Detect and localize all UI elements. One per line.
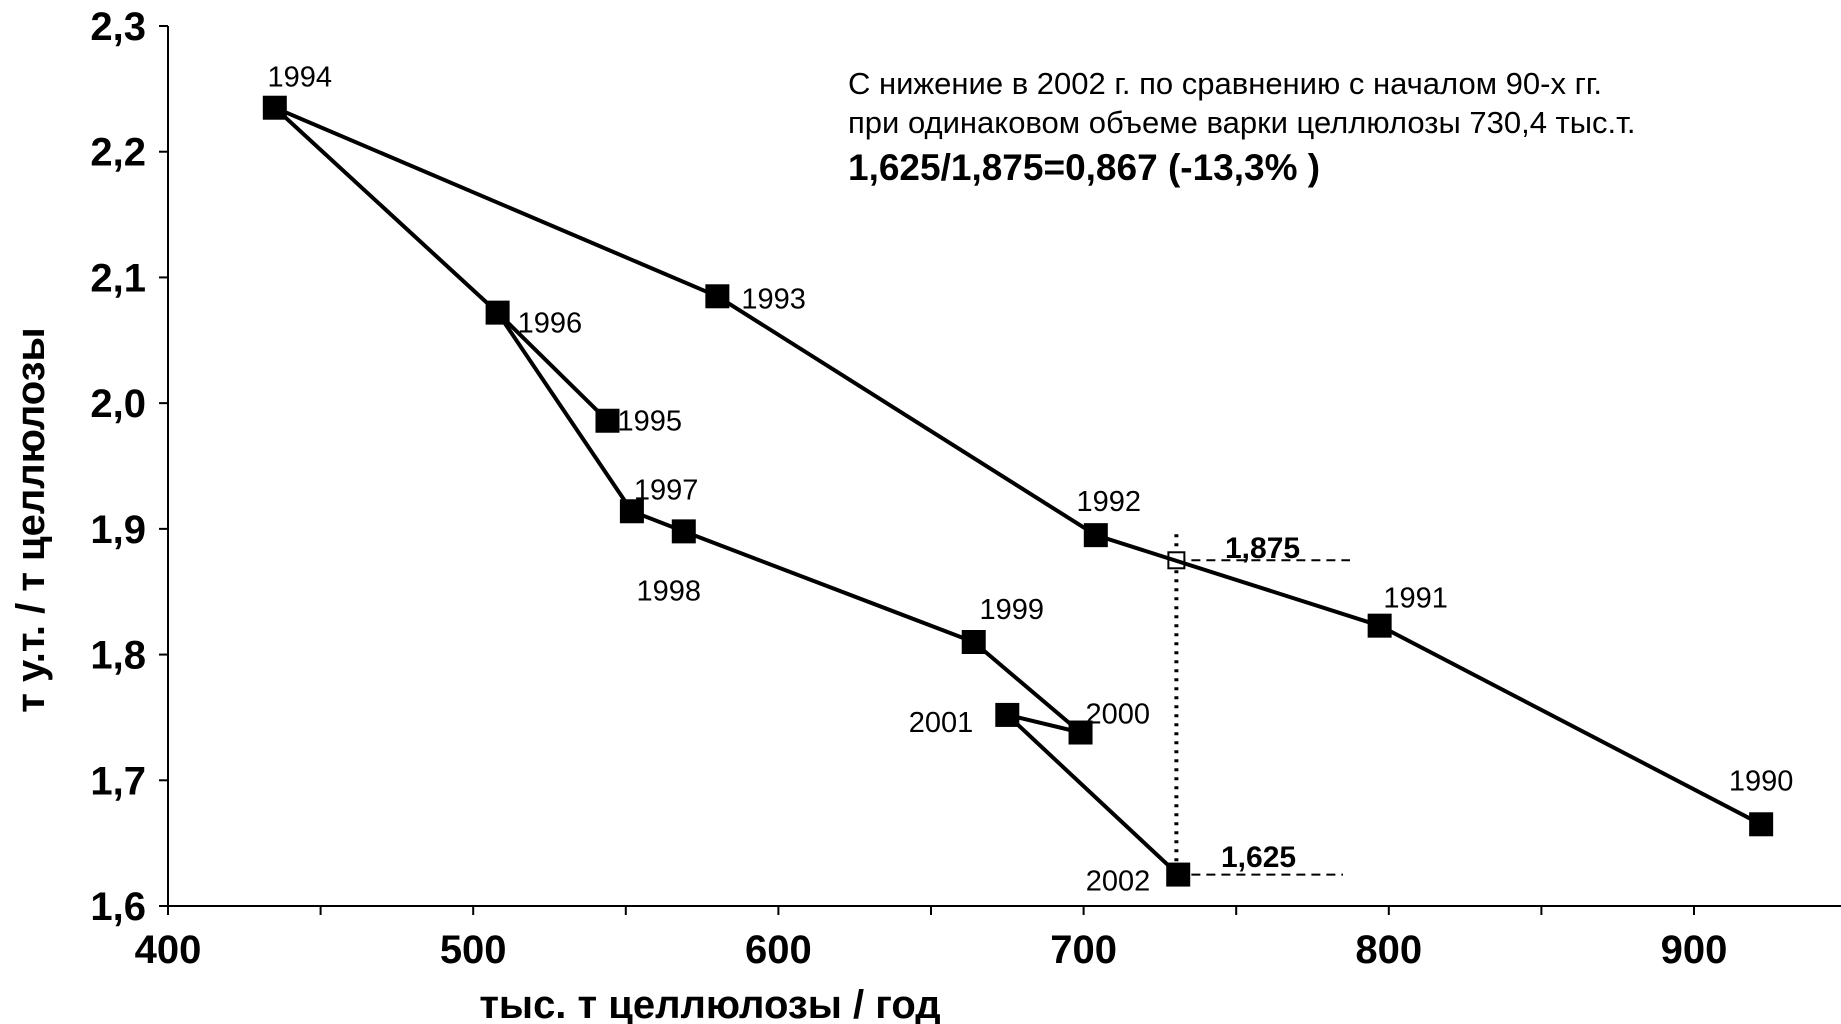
data-point-2000 — [1068, 720, 1093, 745]
x-tick-label: 800 — [1355, 928, 1422, 972]
data-point-1996 — [485, 300, 510, 325]
reference-upper-label: 1,875 — [1225, 532, 1300, 565]
point-label-1998: 1998 — [637, 575, 702, 607]
data-point-1994 — [262, 95, 287, 120]
y-tick-label: 2,3 — [90, 5, 146, 49]
x-tick-label: 500 — [440, 928, 507, 972]
annotation-line-1: С нижение в 2002 г. по сравнению с начал… — [848, 66, 1602, 101]
point-label-1992: 1992 — [1077, 486, 1142, 518]
data-point-1995 — [595, 408, 620, 433]
data-markers — [262, 95, 1774, 887]
point-label-2000: 2000 — [1086, 699, 1151, 731]
data-point-1999 — [961, 630, 986, 655]
data-point-1991 — [1367, 613, 1392, 638]
series-line — [272, 105, 1763, 877]
annotation-line-2: при одинаковом объеме варки целлюлозы 73… — [848, 105, 1636, 140]
point-label-1990: 1990 — [1729, 765, 1794, 797]
y-tick-label: 1,7 — [90, 759, 146, 803]
point-label-1994: 1994 — [268, 62, 333, 94]
data-point-2001 — [995, 702, 1020, 727]
data-point-1993 — [705, 284, 730, 309]
data-point-1990 — [1749, 812, 1774, 837]
y-tick-label: 2,0 — [90, 382, 146, 426]
point-labels: 1990 1991 1992 1993 1994 1996 1995 1997 1998 1999… — [268, 62, 1794, 898]
x-tick-label: 400 — [135, 928, 202, 972]
y-tick-label: 1,9 — [90, 508, 146, 552]
point-label-1997: 1997 — [634, 474, 699, 506]
y-tick-label: 2,2 — [90, 131, 146, 175]
y-tick-label: 1,8 — [90, 634, 146, 678]
axes: 1,6 1,7 1,8 1,9 2,0 2,1 2,2 2,3 400 500 600 700 800 9… — [90, 5, 1841, 972]
x-tick-label: 700 — [1050, 928, 1117, 972]
point-label-1991: 1991 — [1383, 583, 1448, 615]
data-series — [272, 105, 1763, 877]
data-point-1997 — [619, 499, 644, 524]
data-point-1998 — [671, 519, 696, 544]
x-tick-label: 900 — [1661, 928, 1728, 972]
point-label-1995: 1995 — [617, 406, 682, 438]
x-axis-title: тыс. т целлюлозы / год — [479, 983, 940, 1024]
point-label-1999: 1999 — [979, 594, 1044, 626]
reference-lower-label: 1,625 — [1221, 841, 1296, 874]
data-point-2002 — [1166, 862, 1191, 887]
annotation-line-3: 1,625/1,875=0,867 (-13,3% ) — [848, 147, 1320, 188]
y-axis-title: т у.т. / т целлюлозы — [9, 327, 53, 712]
y-tick-label: 1,6 — [90, 885, 146, 929]
point-label-1996: 1996 — [518, 308, 583, 340]
point-label-1993: 1993 — [741, 283, 806, 315]
point-label-2001: 2001 — [909, 707, 974, 739]
point-label-2002: 2002 — [1086, 866, 1151, 898]
data-point-1992 — [1083, 523, 1108, 548]
y-tick-label: 2,1 — [90, 256, 146, 300]
x-tick-label: 600 — [745, 928, 812, 972]
